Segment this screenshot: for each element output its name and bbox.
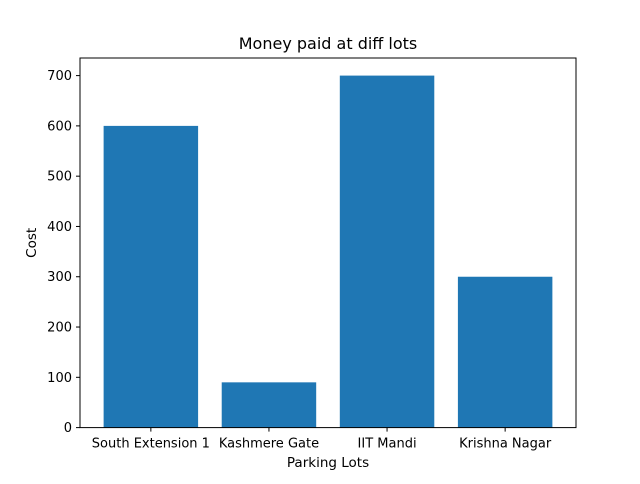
x-axis-label: Parking Lots (287, 455, 369, 471)
y-tick-label: 0 (64, 421, 72, 436)
y-axis-label: Cost (24, 228, 40, 258)
x-ticks-layer: South Extension 1 Kashmere Gate IIT Mandi K… (92, 427, 552, 452)
y-tick-label: 500 (47, 170, 72, 185)
bar-kashmere-gate (221, 382, 317, 428)
y-tick-label: 400 (47, 220, 72, 235)
y-ticks-layer: 0 100 200 300 400 500 600 700 (47, 69, 80, 436)
bar-iit-mandi (339, 75, 435, 428)
y-tick-label: 100 (47, 371, 72, 386)
bar-south-extension-1 (103, 125, 199, 428)
y-tick-label: 300 (47, 270, 72, 285)
chart-title: Money paid at diff lots (239, 34, 418, 53)
bars-layer (103, 75, 553, 428)
x-tick-label: Kashmere Gate (219, 437, 319, 452)
x-tick-label: Krishna Nagar (459, 437, 552, 452)
x-tick-label: South Extension 1 (92, 437, 210, 452)
x-tick-label: IIT Mandi (358, 437, 417, 452)
plot-frame (79, 57, 577, 429)
y-tick-label: 200 (47, 321, 72, 336)
y-tick-label: 600 (47, 119, 72, 134)
bar-krishna-nagar (457, 276, 553, 428)
y-tick-label: 700 (47, 69, 72, 84)
